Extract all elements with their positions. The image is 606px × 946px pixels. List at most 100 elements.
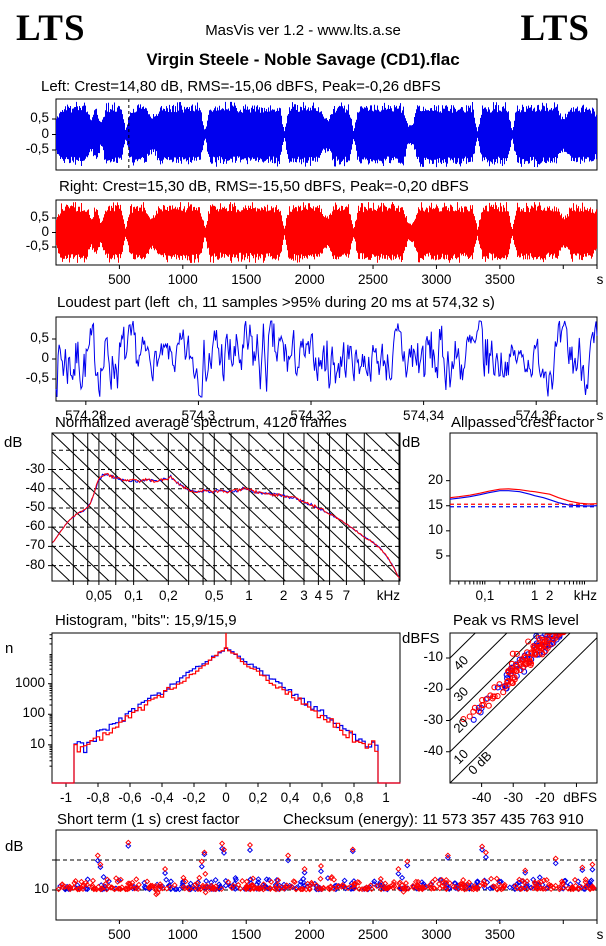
red-scatter-point [535, 634, 542, 642]
wave_right-waveform [56, 202, 597, 263]
y-tick-label: -0,5 [25, 238, 49, 253]
x-tick-label: 0,5 [204, 588, 224, 603]
diagonal-gridline [228, 433, 384, 581]
x-tick-label: 1000 [167, 272, 198, 287]
x-tick-label: 1500 [231, 927, 262, 942]
x-tick-label: -1 [59, 790, 72, 805]
y-tick-label: 0 [41, 223, 49, 239]
axis-unit-label: dBFS [563, 790, 597, 805]
short-term-title: Short term (1 s) crest factor [57, 811, 240, 828]
y-tick-label: -80 [25, 556, 45, 572]
x-tick-label: 7 [342, 588, 351, 603]
y-tick-label: 100 [22, 705, 45, 721]
x-tick-label: 2000 [294, 272, 325, 287]
y-tick-label: -0,5 [25, 141, 49, 156]
x-tick-label: 574,36 [515, 408, 557, 423]
diagonal-gridline [345, 433, 400, 486]
diagonal-gridline [52, 433, 208, 581]
red-scatter-point [531, 649, 538, 656]
x-tick-label: -30 [503, 790, 523, 805]
y-tick-label: 10 [427, 521, 443, 537]
x-tick-label: 5 [325, 588, 334, 603]
red-scatter-point [509, 650, 516, 657]
x-tick-label: 0,1 [475, 588, 495, 603]
red-scatter-point [470, 708, 477, 715]
spectrum-ylabel-right: dB [402, 434, 421, 451]
red-scatter-point [546, 633, 552, 635]
panel-border [51, 632, 401, 784]
y-tick-label: -50 [25, 498, 45, 514]
lts-logo-right: LTS [520, 8, 590, 49]
x-tick-label: 574,28 [65, 408, 107, 423]
peak-rms-plot [450, 633, 597, 783]
crest-diagonal-line [450, 633, 477, 659]
histogram-curve [51, 647, 401, 784]
diagonal-gridline [365, 433, 400, 467]
crest-diagonal-label: 30 [450, 684, 471, 705]
spectrum-title: Normalized average spectrum, 4120 frames [55, 414, 347, 431]
y-tick-label: -20 [423, 680, 443, 696]
x-tick-label: 574,3 [181, 408, 216, 423]
y-tick-label: 0,5 [30, 330, 49, 345]
short-term-ylabel: dB [5, 838, 24, 855]
y-tick-label: -70 [25, 537, 45, 553]
y-tick-label: 1000 [14, 674, 45, 690]
x-tick-label: 3 [300, 588, 308, 603]
red-scatter-point [556, 633, 563, 638]
y-tick-label: 10 [29, 735, 45, 751]
x-tick-label: -0,8 [86, 790, 110, 805]
red-scatter-point [475, 708, 482, 715]
red-scatter-point [535, 641, 542, 648]
red-scatter-point [552, 634, 559, 641]
crest-diagonal-line [450, 633, 540, 721]
y-tick-label: -40 [25, 479, 45, 495]
red-scatter-point [504, 678, 511, 685]
red-scatter-point [514, 663, 521, 670]
crest-diagonal-line [450, 637, 597, 783]
x-tick-label: 1 [530, 588, 539, 603]
x-tick-label: 574,32 [290, 408, 332, 423]
red-scatter-point [479, 702, 486, 709]
x-tick-label: 3000 [421, 927, 452, 942]
x-tick-label: 574,34 [402, 408, 445, 423]
red-scatter-point [528, 649, 535, 656]
red-scatter-point [523, 657, 530, 664]
diagonal-gridline [52, 544, 90, 581]
axis-unit-label: s [596, 408, 604, 423]
diagonal-gridline [247, 433, 400, 579]
diagonal-gridline [188, 433, 345, 581]
x-tick-label: 500 [108, 927, 131, 942]
x-tick-label: 3000 [421, 272, 452, 287]
diagonal-gridline [71, 433, 227, 581]
x-tick-label: -0,2 [182, 790, 206, 805]
x-tick-label: 1 [245, 588, 253, 603]
spectrum-curve [52, 472, 400, 580]
peak-rms-title: Peak vs RMS level [453, 612, 579, 629]
y-tick-label: 10 [33, 881, 49, 896]
red-crest-scatter [55, 839, 597, 898]
crest-diagonal-label: 0 dB [465, 748, 495, 778]
x-tick-label: 0 [222, 790, 230, 805]
diagonal-gridline [52, 488, 149, 581]
red-scatter-point [491, 684, 498, 691]
red-scatter-point [485, 702, 492, 709]
y-tick-label: -10 [423, 649, 443, 664]
red-scatter-point [556, 633, 563, 636]
red-scatter-point [496, 681, 503, 688]
red-scatter-point [460, 716, 467, 723]
red-scatter-point [505, 668, 512, 675]
red-scatter-point [513, 667, 520, 674]
spectrum-ylabel-left: dB [4, 434, 23, 451]
axis-unit-label: kHz [376, 588, 400, 603]
x-tick-label: 0,1 [124, 588, 144, 603]
checksum-text: Checksum (energy): 11 573 357 435 763 91… [283, 811, 584, 828]
right-wave-title: Right: Crest=15,30 dB, RMS=-15,50 dBFS, … [59, 178, 469, 195]
axis-unit-label: kHz [573, 588, 597, 603]
x-tick-label: -0,6 [118, 790, 142, 805]
x-tick-label: 0,2 [158, 588, 178, 603]
x-tick-label: 0,4 [280, 790, 300, 805]
y-tick-label: -60 [25, 518, 45, 534]
histogram-title: Histogram, "bits": 15,9/15,9 [55, 612, 237, 629]
x-tick-label: -20 [535, 790, 555, 805]
